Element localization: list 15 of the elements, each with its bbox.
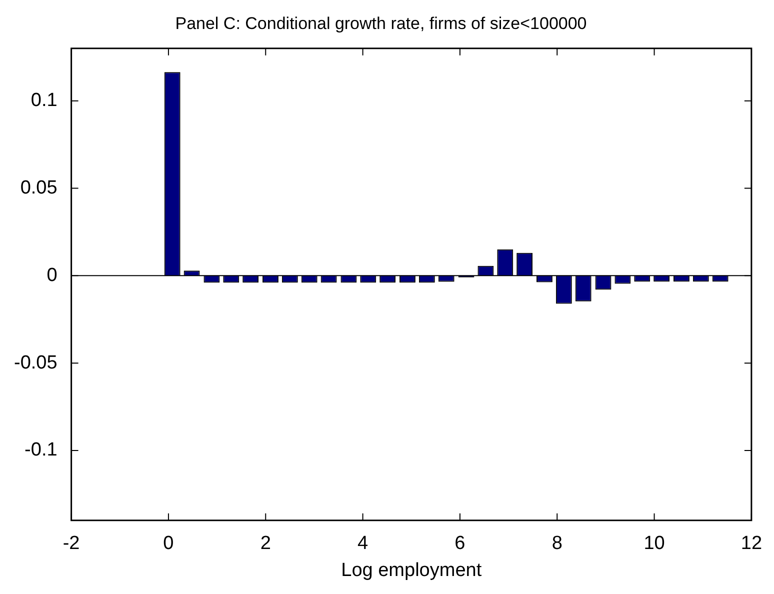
y-tick-label: 0 (46, 264, 58, 286)
y-tick-label: 0.05 (20, 177, 58, 198)
x-tick-label: 0 (163, 533, 174, 554)
x-tick-label: 2 (260, 533, 271, 554)
y-tick-label: -0.1 (24, 440, 58, 461)
x-axis-title: Log employment (341, 560, 482, 581)
chart-title: Panel C: Conditional growth rate, firms of size<100000 (175, 14, 587, 33)
x-tick-label: 4 (358, 533, 368, 554)
x-tick-label: -2 (62, 533, 80, 554)
x-tick-label: 8 (552, 533, 562, 554)
x-tick-label: 6 (454, 533, 466, 554)
x-tick-label: 10 (644, 533, 665, 554)
y-tick-label: 0.1 (30, 90, 58, 112)
x-tick-label: 12 (740, 533, 762, 554)
y-tick-label: -0.05 (14, 352, 58, 374)
